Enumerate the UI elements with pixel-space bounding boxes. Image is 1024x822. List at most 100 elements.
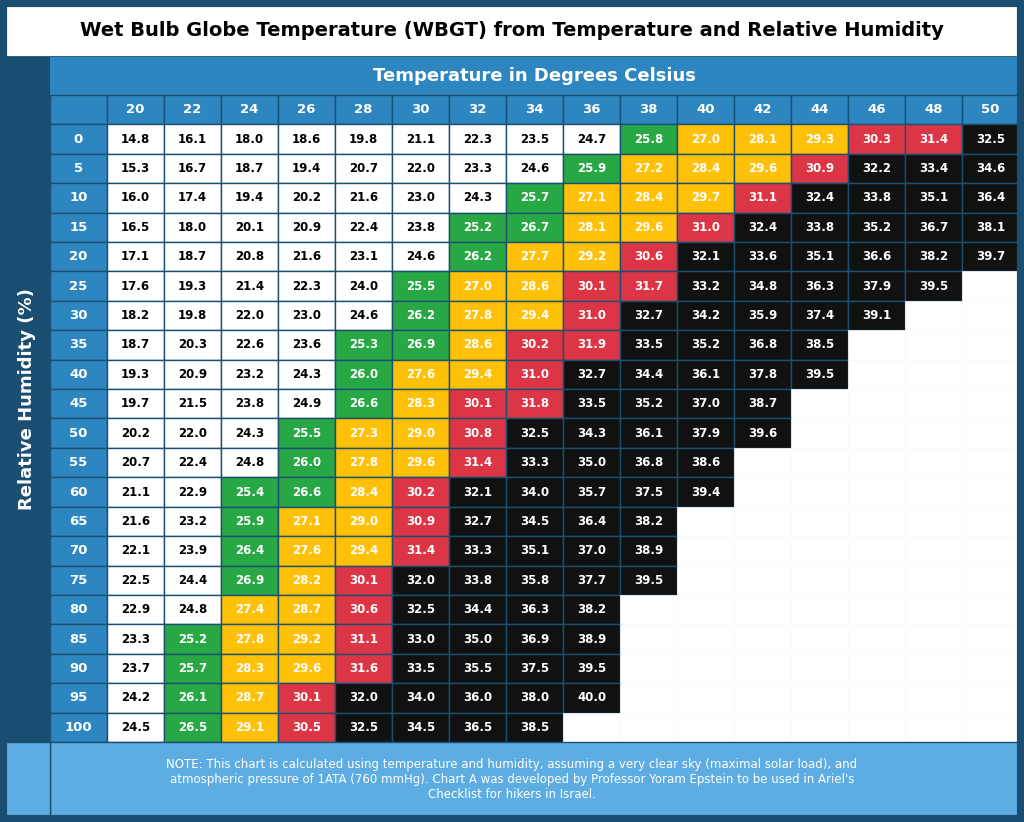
Bar	[905, 242, 962, 271]
Text: 27.2: 27.2	[634, 162, 663, 175]
Text: 38: 38	[639, 104, 657, 116]
Bar	[335, 683, 392, 713]
Text: 23.8: 23.8	[234, 397, 264, 410]
Bar	[677, 389, 734, 418]
Text: 27.6: 27.6	[292, 544, 322, 557]
Text: 39.5: 39.5	[634, 574, 664, 587]
Bar	[791, 506, 848, 536]
Text: 35.2: 35.2	[862, 221, 891, 233]
Bar	[962, 683, 1019, 713]
Text: 24.6: 24.6	[349, 309, 378, 322]
Text: 85: 85	[70, 633, 88, 645]
Text: 44: 44	[810, 104, 828, 116]
Bar	[905, 536, 962, 566]
Bar	[335, 478, 392, 506]
Bar	[50, 566, 106, 595]
Bar	[905, 154, 962, 183]
Text: 38.9: 38.9	[577, 633, 606, 645]
Text: 24.8: 24.8	[234, 456, 264, 469]
Bar	[335, 595, 392, 625]
Text: 34.5: 34.5	[406, 721, 435, 734]
Text: 16.5: 16.5	[121, 221, 151, 233]
Bar	[50, 330, 106, 360]
Text: 36.0: 36.0	[463, 691, 493, 704]
Bar	[848, 713, 905, 742]
Bar	[278, 124, 335, 154]
Bar	[848, 242, 905, 271]
Bar	[962, 330, 1019, 360]
Text: 29.0: 29.0	[406, 427, 435, 440]
Bar	[449, 271, 506, 301]
Text: 30.1: 30.1	[577, 279, 606, 293]
Text: 20: 20	[126, 104, 144, 116]
Bar	[221, 242, 278, 271]
Text: 15: 15	[70, 221, 88, 233]
Text: 32.1: 32.1	[691, 250, 720, 263]
Bar	[164, 301, 221, 330]
Text: 23.8: 23.8	[406, 221, 435, 233]
Text: 27.1: 27.1	[292, 515, 321, 528]
Bar	[392, 478, 449, 506]
Text: 22.3: 22.3	[292, 279, 321, 293]
Text: 23.9: 23.9	[178, 544, 207, 557]
Bar	[221, 183, 278, 213]
Bar	[905, 448, 962, 478]
Bar	[962, 506, 1019, 536]
Text: 34.8: 34.8	[748, 279, 777, 293]
Text: 31.0: 31.0	[577, 309, 606, 322]
Text: 30.2: 30.2	[520, 339, 549, 352]
Bar	[506, 566, 563, 595]
Text: 18.7: 18.7	[121, 339, 151, 352]
Bar	[905, 653, 962, 683]
Bar	[392, 154, 449, 183]
Bar	[106, 653, 164, 683]
Text: 22.9: 22.9	[121, 603, 151, 616]
Bar	[164, 154, 221, 183]
Text: 50: 50	[981, 104, 999, 116]
Text: 39.5: 39.5	[577, 662, 606, 675]
Bar	[50, 271, 106, 301]
Text: 19.7: 19.7	[121, 397, 151, 410]
Bar	[620, 213, 677, 242]
Text: 29.6: 29.6	[292, 662, 322, 675]
Bar	[848, 154, 905, 183]
Bar	[50, 625, 106, 653]
Text: 35: 35	[70, 339, 88, 352]
Text: 40: 40	[70, 368, 88, 381]
Bar	[506, 124, 563, 154]
Bar	[164, 271, 221, 301]
Text: 32.5: 32.5	[406, 603, 435, 616]
Bar	[392, 183, 449, 213]
Bar	[734, 683, 791, 713]
Bar	[449, 301, 506, 330]
Bar	[164, 183, 221, 213]
Text: 28.1: 28.1	[577, 221, 606, 233]
Text: 36.4: 36.4	[577, 515, 606, 528]
Bar	[278, 360, 335, 389]
Bar	[848, 271, 905, 301]
Bar	[791, 213, 848, 242]
Bar	[962, 566, 1019, 595]
Text: 35.2: 35.2	[691, 339, 720, 352]
Bar	[449, 360, 506, 389]
Text: 28.7: 28.7	[292, 603, 322, 616]
Text: 36.8: 36.8	[748, 339, 777, 352]
Bar	[164, 683, 221, 713]
Bar	[848, 95, 905, 124]
Text: 24.6: 24.6	[406, 250, 435, 263]
Text: 25.2: 25.2	[463, 221, 493, 233]
Bar	[848, 418, 905, 448]
Text: 24.3: 24.3	[234, 427, 264, 440]
Bar	[563, 625, 620, 653]
Text: 29.6: 29.6	[634, 221, 664, 233]
Text: 28.7: 28.7	[234, 691, 264, 704]
Text: 32.0: 32.0	[349, 691, 378, 704]
Bar	[506, 418, 563, 448]
Bar	[563, 448, 620, 478]
Text: 22.0: 22.0	[178, 427, 207, 440]
Bar	[449, 183, 506, 213]
Bar	[620, 595, 677, 625]
Bar	[905, 625, 962, 653]
Text: 27.3: 27.3	[349, 427, 378, 440]
Text: 37.0: 37.0	[577, 544, 606, 557]
